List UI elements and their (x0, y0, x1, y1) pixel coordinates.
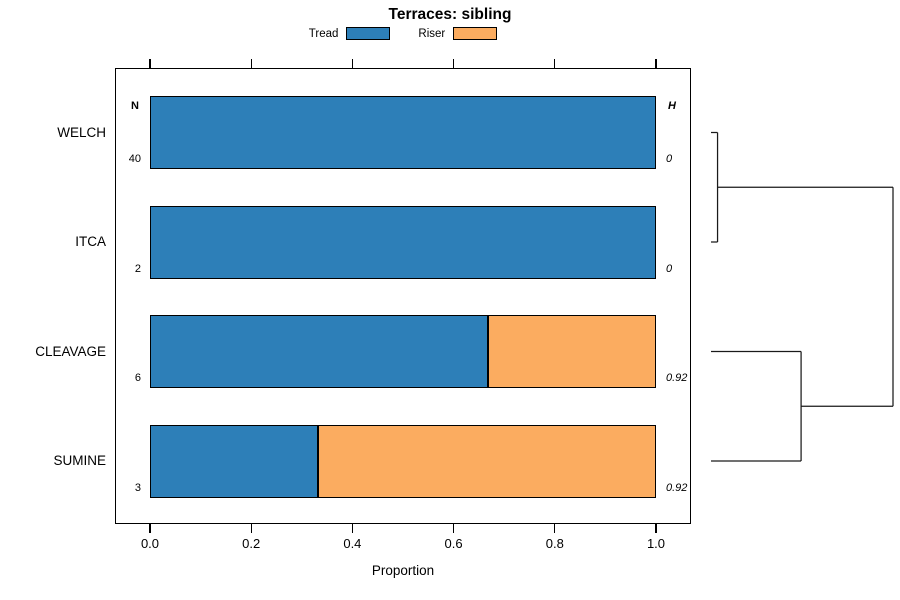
legend-entry-tread: Tread (309, 27, 391, 40)
bar-segment-riser (487, 315, 656, 388)
legend: Tread Riser (0, 27, 806, 40)
bottom-axis-tick-1.0 (655, 524, 657, 533)
n-value-cleavage: 6 (134, 372, 141, 384)
n-value-itca: 2 (134, 262, 141, 275)
top-axis-tick-0.4 (351, 59, 354, 68)
bar-segment-tread (150, 424, 319, 498)
x-tick-label-0.0: 0.0 (140, 536, 160, 551)
h-value-itca: 0 (666, 262, 673, 275)
category-label-welch: WELCH (57, 124, 106, 140)
bar-segment-tread (150, 315, 488, 388)
h-value-sumine: 0.92 (666, 481, 688, 494)
h-value-cleavage: 0.92 (666, 372, 688, 384)
bottom-axis-tick-0.2 (250, 524, 252, 533)
x-tick-label-0.8: 0.8 (545, 536, 564, 551)
n-column-header: N (131, 100, 139, 112)
bar-segment-tread (150, 205, 656, 279)
bottom-axis-tick-0.0 (149, 524, 151, 533)
bar-sumine (150, 424, 656, 498)
legend-label-riser: Riser (418, 27, 446, 40)
x-tick-label-1.0: 1.0 (646, 536, 666, 551)
bar-segment-riser (318, 424, 656, 498)
bar-welch (150, 96, 656, 169)
bar-itca (150, 205, 656, 279)
legend-entry-riser: Riser (418, 27, 498, 40)
chart-title: Terraces: sibling (388, 6, 512, 23)
bar-cleavage (150, 315, 656, 388)
h-value-welch: 0 (666, 153, 673, 165)
legend-label-tread: Tread (308, 27, 339, 40)
top-axis-tick-0.8 (554, 59, 556, 68)
x-tick-label-0.4: 0.4 (343, 536, 362, 551)
h-column-header: H (668, 100, 676, 112)
bottom-axis-tick-0.6 (452, 524, 455, 533)
n-value-sumine: 3 (134, 481, 141, 494)
x-axis-title: Proportion (371, 563, 435, 578)
top-axis-tick-1.0 (655, 59, 657, 68)
category-label-cleavage: CLEAVAGE (35, 343, 106, 359)
bottom-axis-tick-0.4 (351, 524, 354, 533)
x-tick-label-0.6: 0.6 (444, 536, 463, 551)
x-tick-label-0.2: 0.2 (242, 536, 261, 551)
n-value-welch: 40 (128, 153, 141, 165)
category-label-itca: ITCA (75, 234, 106, 249)
top-axis-tick-0.0 (149, 59, 151, 68)
bar-segment-tread (150, 96, 656, 169)
legend-swatch-riser (453, 27, 498, 40)
top-axis-tick-0.6 (452, 59, 455, 68)
bottom-axis-tick-0.8 (554, 524, 556, 533)
legend-swatch-tread (346, 27, 391, 40)
category-label-sumine: SUMINE (53, 453, 106, 468)
top-axis-tick-0.2 (250, 59, 252, 68)
